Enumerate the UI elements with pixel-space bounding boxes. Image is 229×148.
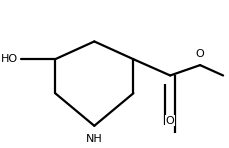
Text: O: O: [165, 116, 174, 126]
Text: HO: HO: [1, 54, 18, 64]
Text: O: O: [195, 49, 204, 59]
Text: NH: NH: [86, 134, 102, 144]
